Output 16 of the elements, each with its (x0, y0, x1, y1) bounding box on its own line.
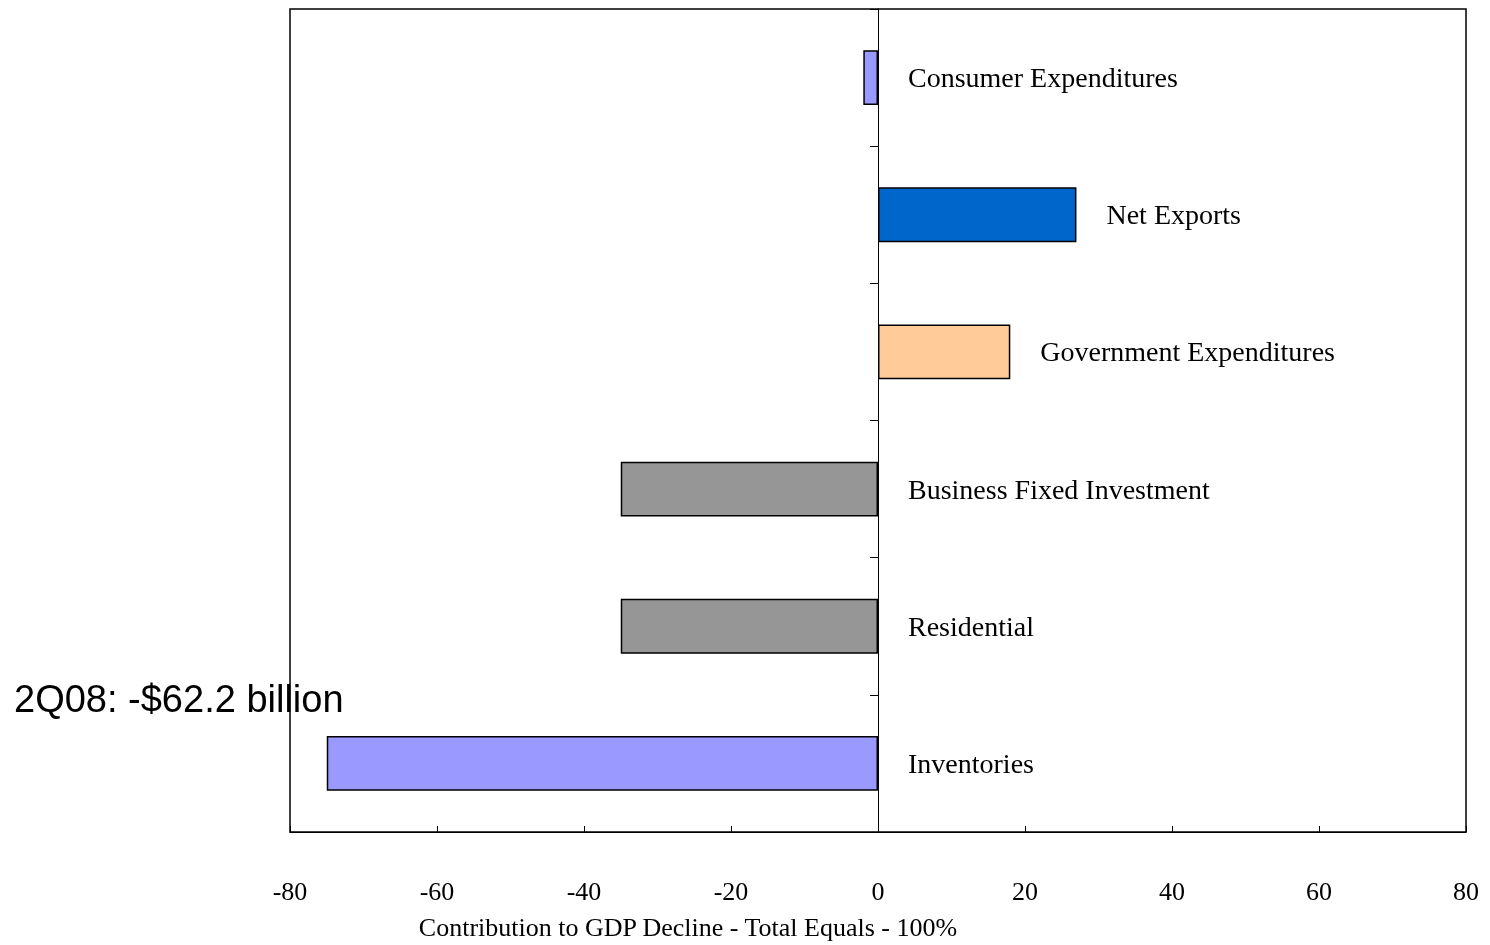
y-tick-label: Consumer Expenditures (908, 62, 1178, 94)
y-tick-label: Residential (908, 610, 1035, 642)
x-tick-label: 20 (1012, 876, 1038, 906)
x-tick-label: -60 (419, 876, 455, 906)
x-tick-label: -40 (566, 876, 602, 906)
x-tick-label: 60 (1306, 876, 1332, 906)
x-tick-label: -80 (272, 876, 308, 906)
y-tick-label: Business Fixed Investment (908, 473, 1210, 505)
y-tick-label: Government Expenditures (1040, 336, 1335, 368)
x-tick-label: -20 (713, 876, 749, 906)
x-axis-title: Contribution to GDP Decline - Total Equals - 100% (418, 912, 958, 942)
y-tick-label: Inventories (908, 747, 1034, 779)
x-tick-label: 0 (871, 876, 885, 906)
y-tick-label: Net Exports (1106, 199, 1241, 231)
x-tick-label: 40 (1159, 876, 1185, 906)
x-tick-label: 80 (1453, 876, 1479, 906)
